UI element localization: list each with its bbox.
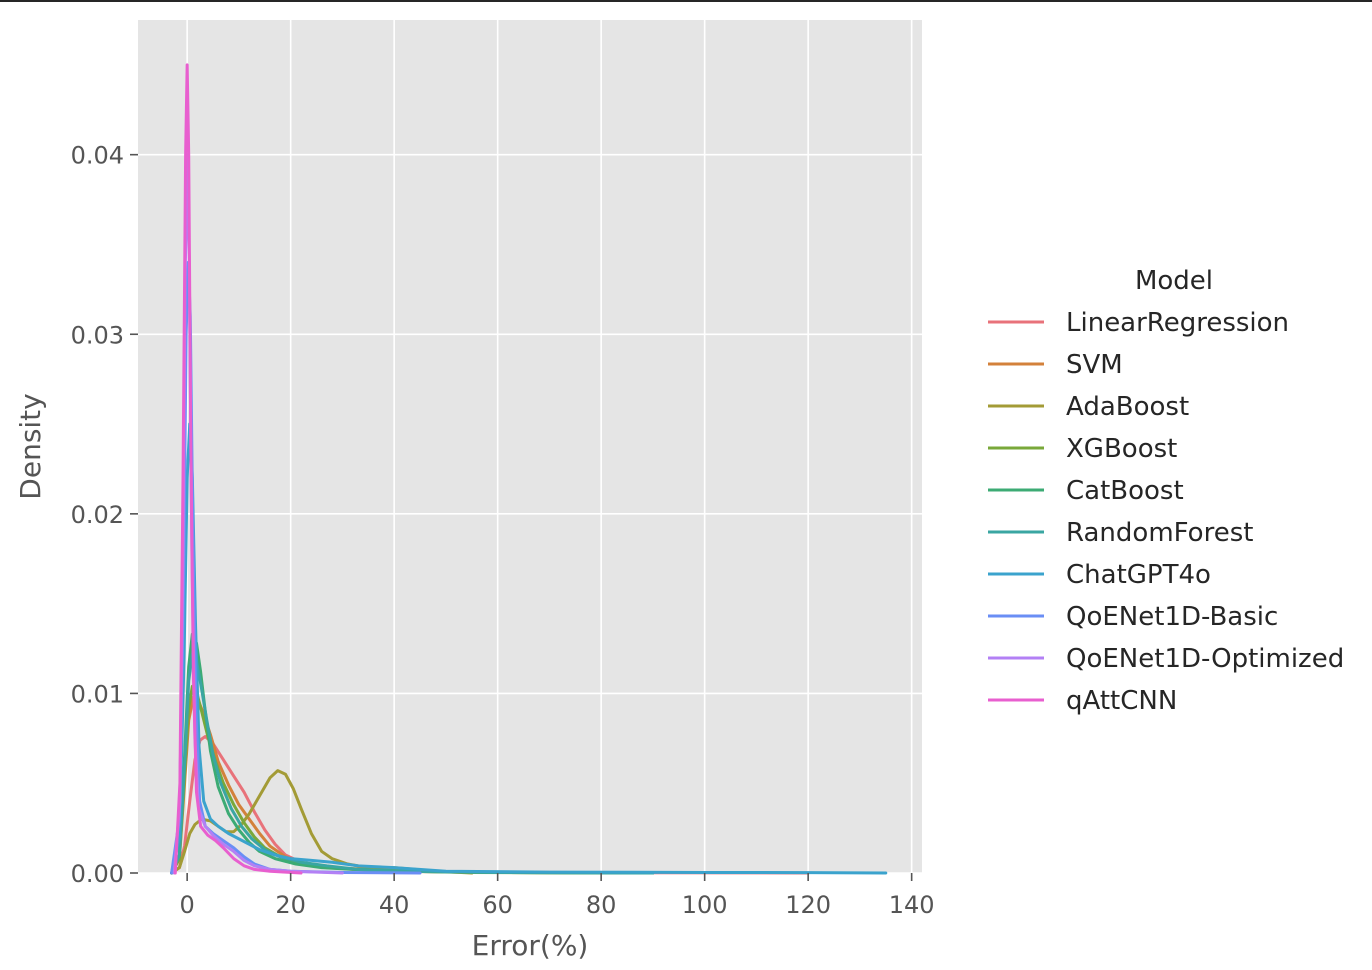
plot-area (138, 20, 922, 873)
x-tick-label: 80 (586, 891, 617, 919)
legend: Model LinearRegression SVM AdaBoost XGBoost… (988, 266, 1344, 716)
gridlines (138, 20, 922, 874)
x-tick-label: 40 (379, 891, 410, 919)
legend-entry-label: QoENet1D-Optimized (1066, 644, 1344, 674)
legend-entry-label: AdaBoost (1066, 392, 1189, 422)
legend-entry-label: RandomForest (1066, 518, 1253, 548)
legend-entry-label: XGBoost (1066, 434, 1177, 464)
x-axis-label: Error(%) (472, 929, 589, 962)
legend-entry-label: qAttCNN (1066, 686, 1177, 716)
x-tick-label: 0 (180, 891, 195, 919)
y-tick-label: 0.02 (71, 501, 124, 529)
y-axis-label: Density (14, 393, 47, 499)
x-tick-label: 140 (889, 891, 935, 919)
legend-entry-label: ChatGPT4o (1066, 560, 1211, 590)
series-line-randomforest (170, 652, 655, 875)
legend-entry-label: SVM (1066, 350, 1123, 380)
x-tick-label: 100 (682, 891, 728, 919)
x-axis-ticks: 0 20 40 60 80 100 120 140 (180, 873, 935, 919)
y-tick-label: 0.03 (71, 321, 124, 349)
series-lines (170, 63, 888, 875)
y-tick-label: 0.01 (71, 680, 124, 708)
legend-entry-label: LinearRegression (1066, 308, 1289, 338)
legend-entry-label: CatBoost (1066, 476, 1184, 506)
top-border (0, 0, 1372, 2)
legend-title: Model (1135, 266, 1213, 296)
y-axis-ticks: 0.00 0.01 0.02 0.03 0.04 (71, 142, 138, 888)
legend-entry-label: QoENet1D-Basic (1066, 602, 1278, 632)
x-tick-label: 20 (275, 891, 306, 919)
series-line-qattcnn (173, 63, 303, 875)
x-tick-label: 120 (785, 891, 831, 919)
x-tick-label: 60 (482, 891, 513, 919)
y-tick-label: 0.00 (71, 860, 124, 888)
y-tick-label: 0.04 (71, 142, 124, 170)
